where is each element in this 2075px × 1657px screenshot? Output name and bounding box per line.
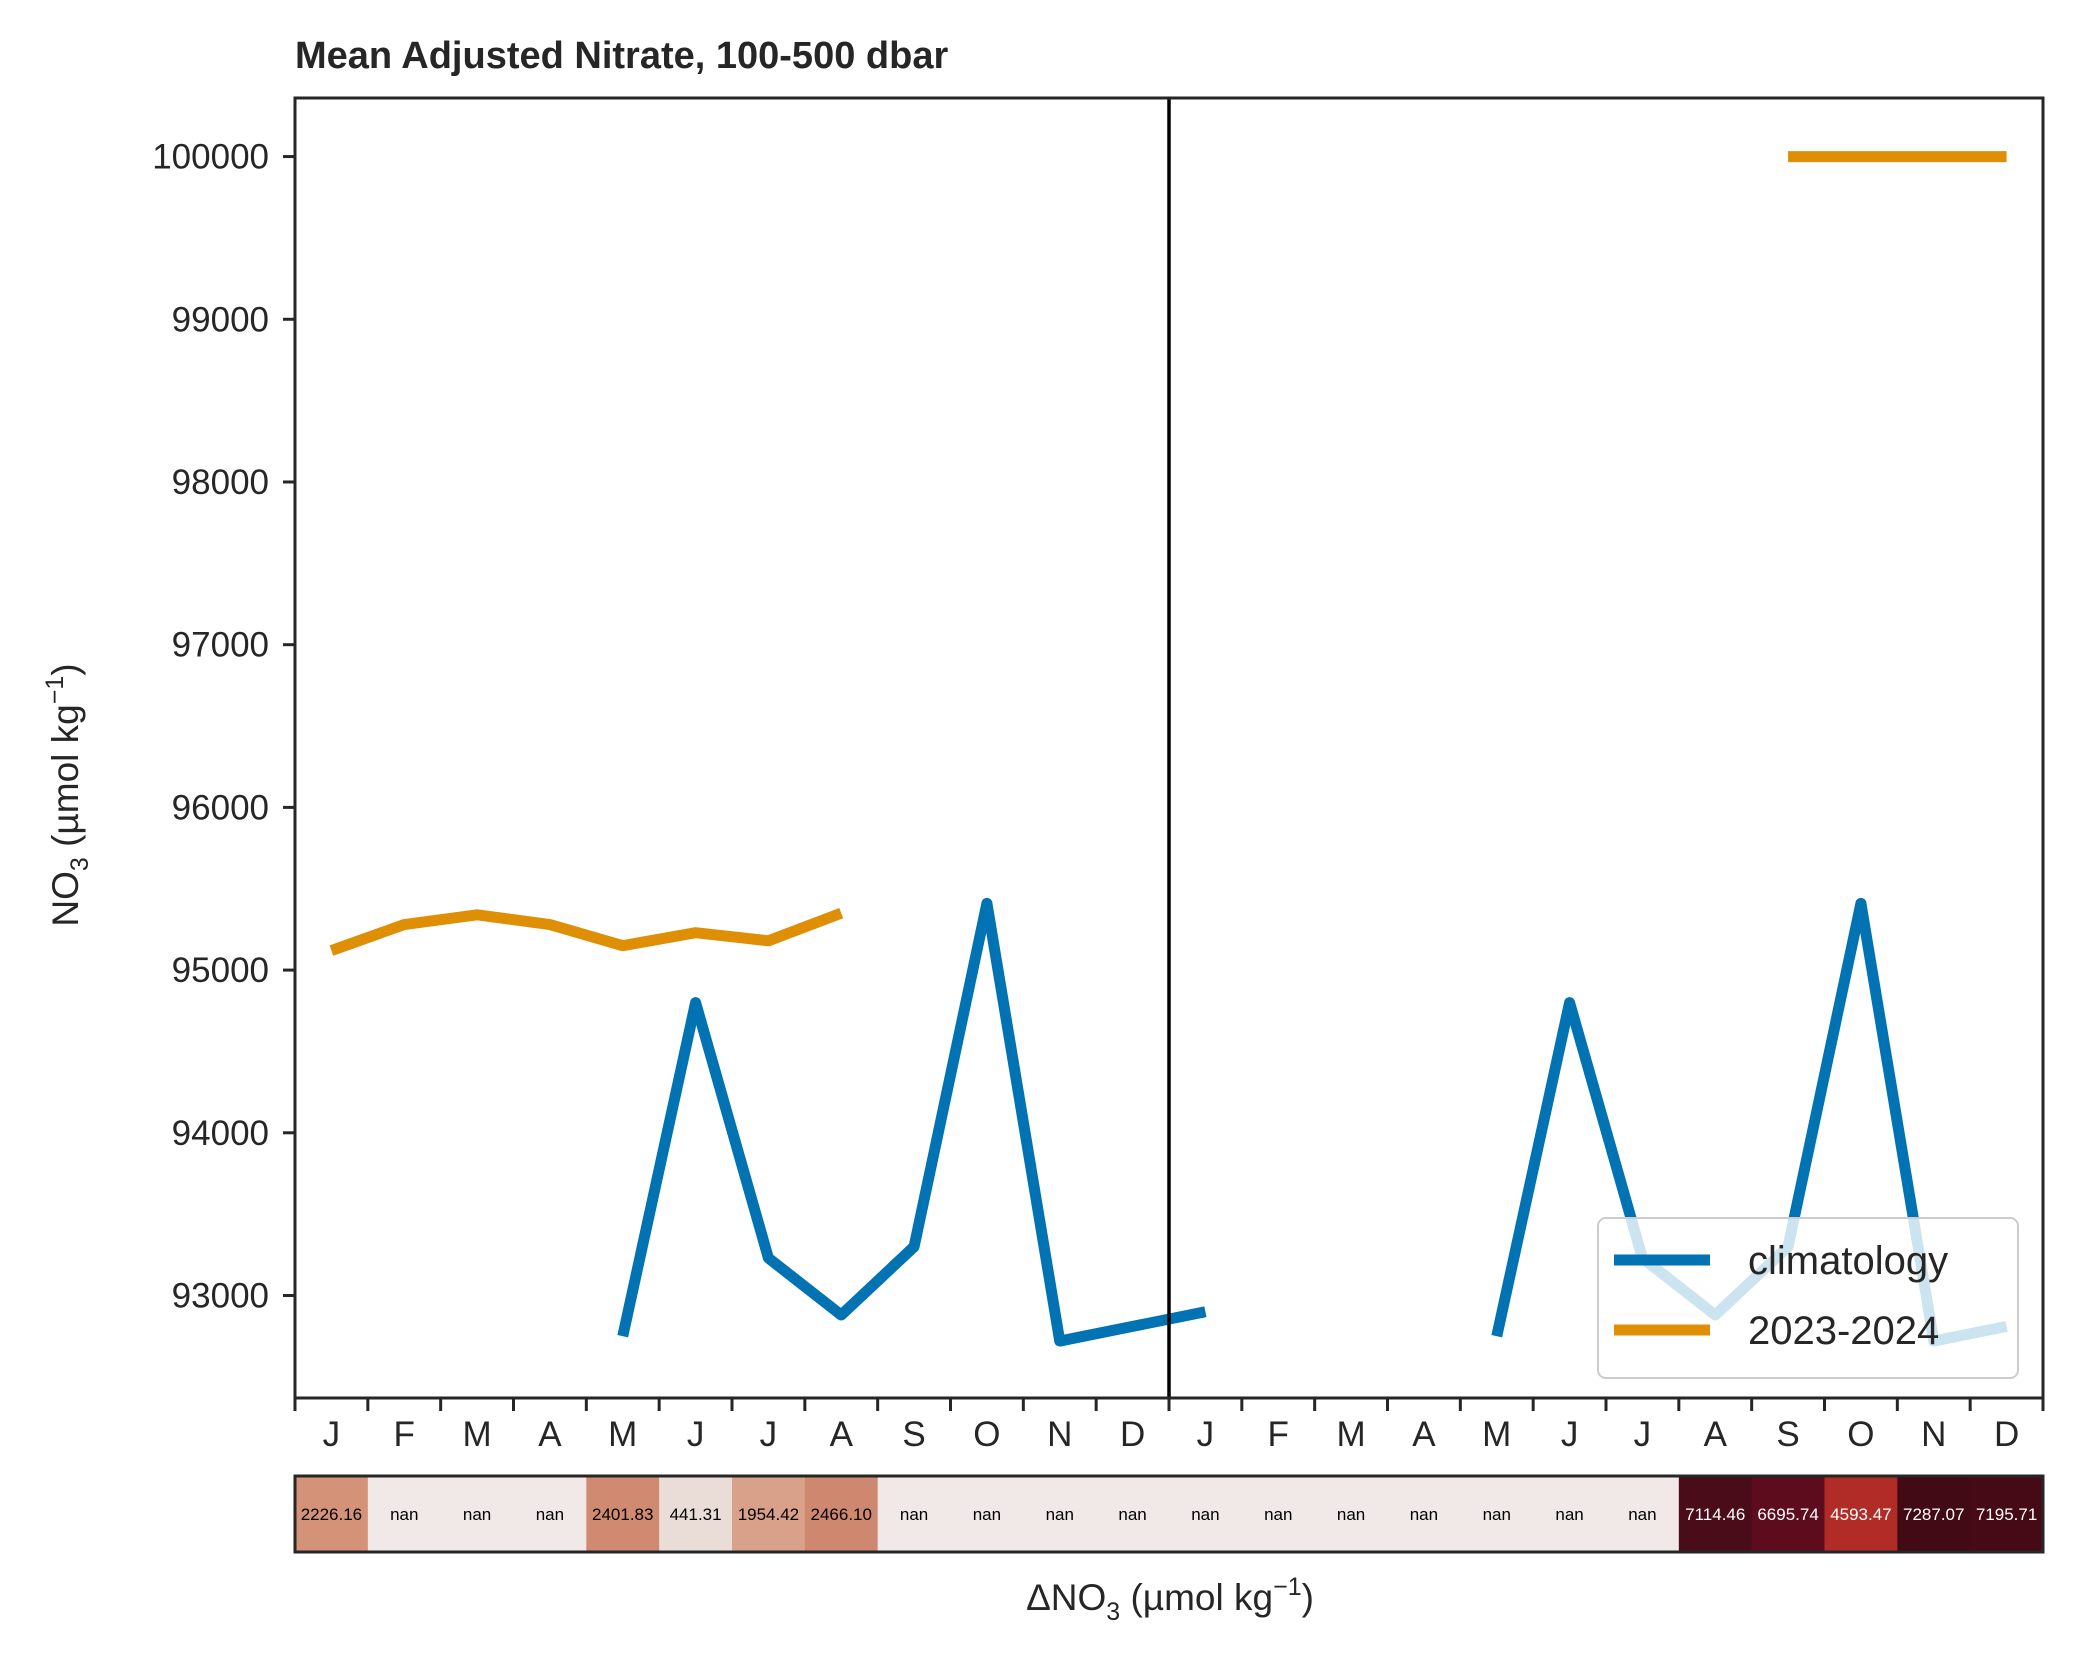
y-tick-label: 95000 <box>172 951 269 990</box>
strip-cell-label: nan <box>1628 1505 1656 1524</box>
x-tick-label: A <box>830 1415 854 1454</box>
strip-cell-label: nan <box>1191 1505 1219 1524</box>
strip-cell-label: 2401.83 <box>592 1505 653 1524</box>
strip-cell-label: nan <box>1410 1505 1438 1524</box>
strip-cell <box>659 1476 733 1552</box>
y-axis-label: NO3 (µmol kg−1) <box>41 663 94 926</box>
x-tick-label: A <box>1412 1415 1436 1454</box>
strip-cell-label: nan <box>1118 1505 1146 1524</box>
x-tick-label: S <box>1776 1415 1799 1454</box>
x-tick-label: N <box>1047 1415 1072 1454</box>
y-tick-label: 97000 <box>172 626 269 665</box>
strip-cell <box>1169 1476 1243 1552</box>
strip-cell <box>732 1476 806 1552</box>
anomaly-strip: 2226.16 nan nan nan 2401.83 441.31 1954.42 2466… <box>293 1474 2045 1554</box>
strip-cell <box>1096 1476 1170 1552</box>
axes-layer: 93000 94000 95000 96000 97000 98000 99000 10000… <box>152 96 2045 1454</box>
strip-cell-label: nan <box>1264 1505 1292 1524</box>
x-tick-label: O <box>1847 1415 1874 1454</box>
strip-cell-label: 441.31 <box>670 1505 722 1524</box>
strip-cell <box>1460 1476 1534 1552</box>
strip-cell <box>1023 1476 1097 1552</box>
strip-cell <box>1897 1476 1971 1552</box>
strip-cell-label: nan <box>536 1505 564 1524</box>
y-tick-label: 94000 <box>172 1114 269 1153</box>
legend: climatology 2023-2024 <box>1597 1217 2019 1379</box>
strip-cell-label: 7114.46 <box>1685 1505 1745 1524</box>
x-tick-label: S <box>902 1415 925 1454</box>
strip-cell-label: nan <box>390 1505 418 1524</box>
series-line-climatology <box>617 897 1207 1347</box>
strip-frame <box>293 1474 2045 1554</box>
strip-cell <box>1970 1476 2044 1552</box>
strip-cell-label: 7287.07 <box>1903 1505 1964 1524</box>
strip-axis-label: ΔNO3 (µmol kg−1) <box>1026 1573 1314 1626</box>
strip-cell <box>295 1476 369 1552</box>
strip-cell-label: nan <box>1483 1505 1511 1524</box>
strip-cell <box>1314 1476 1389 1552</box>
strip-cell <box>440 1476 515 1552</box>
x-tick-label: D <box>1994 1415 2019 1454</box>
strip-cell-label: nan <box>463 1505 491 1524</box>
legend-label-2023-2024: 2023-2024 <box>1748 1309 1939 1353</box>
x-tick-label: J <box>323 1415 341 1454</box>
legend-label-climatology: climatology <box>1748 1239 1948 1283</box>
x-tick-label: O <box>973 1415 1000 1454</box>
x-tick-label: M <box>1337 1415 1366 1454</box>
chart-title: Mean Adjusted Nitrate, 100-500 dbar <box>295 35 948 77</box>
strip-cell <box>877 1476 952 1552</box>
strip-cell-label: 4593.47 <box>1830 1505 1891 1524</box>
strip-cell <box>804 1476 879 1552</box>
x-tick-label: A <box>538 1415 562 1454</box>
strip-cell-label: nan <box>1046 1505 1074 1524</box>
strip-cell-label: nan <box>1555 1505 1583 1524</box>
x-tick-label: J <box>1634 1415 1652 1454</box>
y-tick-label: 93000 <box>172 1276 269 1315</box>
x-tick-label: F <box>394 1415 415 1454</box>
strip-cell <box>1533 1476 1607 1552</box>
x-tick-label: J <box>1561 1415 1579 1454</box>
strip-cell-label: 7195.71 <box>1976 1505 2037 1524</box>
x-tick-label: D <box>1120 1415 1145 1454</box>
strip-cell-label: nan <box>973 1505 1001 1524</box>
strip-cell <box>513 1476 587 1552</box>
strip-cell-label: nan <box>1337 1505 1365 1524</box>
strip-cell <box>367 1476 442 1552</box>
x-tick-label: M <box>608 1415 637 1454</box>
strip-cell-label: nan <box>900 1505 928 1524</box>
strip-cell <box>950 1476 1024 1552</box>
x-tick-label: M <box>1482 1415 1511 1454</box>
strip-cell-label: 2466.10 <box>811 1505 872 1524</box>
x-tick-label: N <box>1921 1415 1946 1454</box>
strip-cell-label: 1954.42 <box>738 1505 799 1524</box>
x-tick-label: J <box>1197 1415 1215 1454</box>
y-tick-label: 98000 <box>172 463 269 502</box>
strip-cell <box>1678 1476 1753 1552</box>
series-line-2023-2024 <box>329 908 844 956</box>
strip-cell-label: 6695.74 <box>1757 1505 1818 1524</box>
y-tick-label: 99000 <box>172 300 269 339</box>
strip-cell <box>1751 1476 1826 1552</box>
strip-cell <box>586 1476 660 1552</box>
x-tick-label: J <box>760 1415 778 1454</box>
y-tick-label: 100000 <box>152 138 269 177</box>
strip-cell-label: 2226.16 <box>301 1505 362 1524</box>
strip-cell <box>1824 1476 1898 1552</box>
x-tick-label: M <box>463 1415 492 1454</box>
x-tick-label: A <box>1704 1415 1728 1454</box>
y-tick-label: 96000 <box>172 788 269 827</box>
x-tick-label: J <box>687 1415 705 1454</box>
x-tick-label: F <box>1268 1415 1289 1454</box>
strip-cell <box>1606 1476 1680 1552</box>
strip-cell <box>1241 1476 1316 1552</box>
strip-cell <box>1387 1476 1461 1552</box>
